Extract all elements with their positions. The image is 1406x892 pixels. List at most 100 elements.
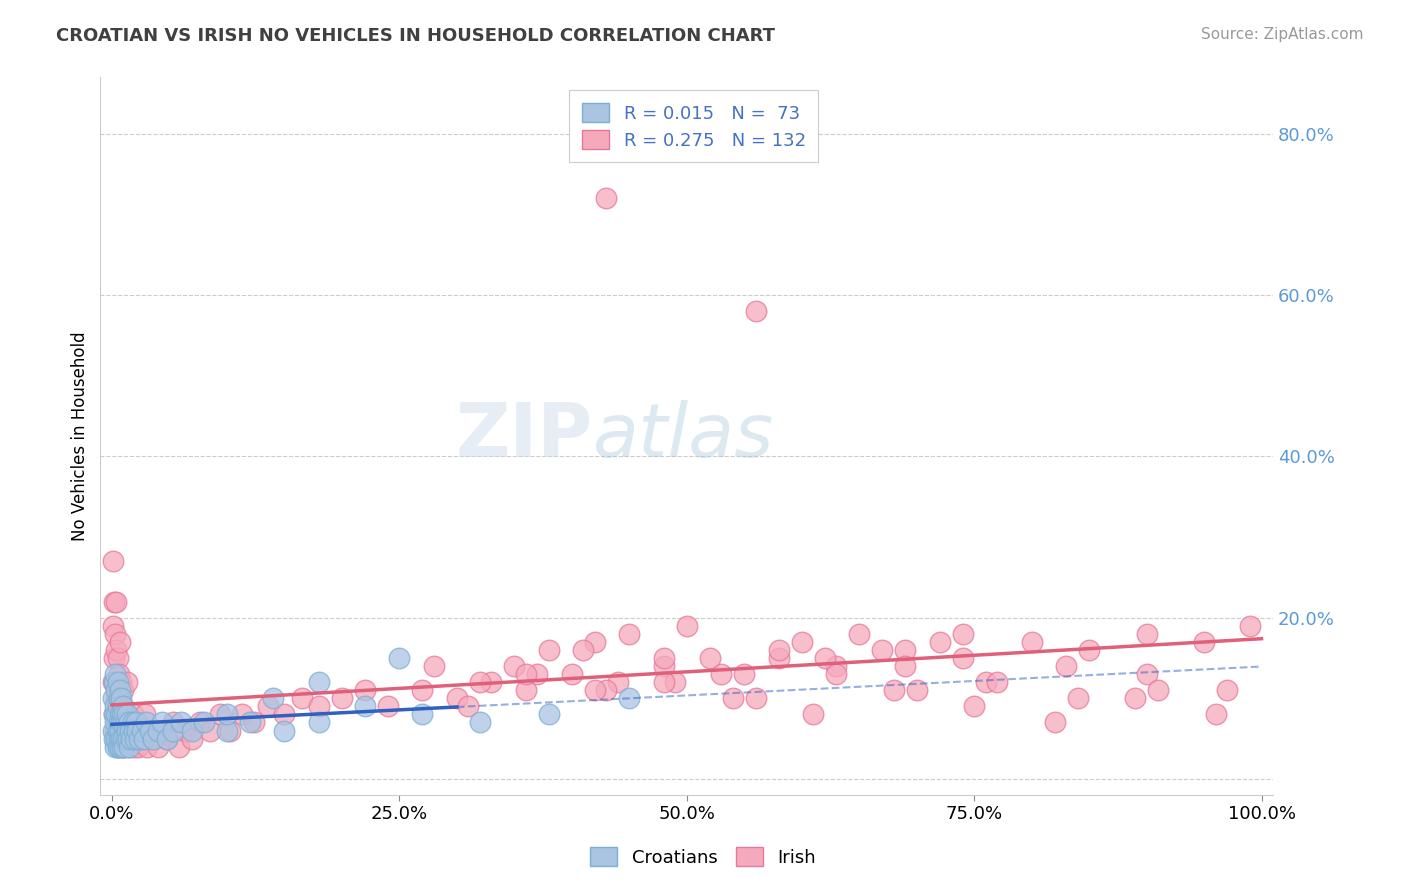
- Point: [107, 651, 129, 665]
- Point: [101, 723, 124, 738]
- Point: [139, 723, 162, 738]
- Point: [111, 707, 134, 722]
- Point: [129, 723, 152, 738]
- Point: [479, 675, 502, 690]
- Point: [120, 731, 142, 746]
- Point: [108, 683, 131, 698]
- Point: [103, 707, 125, 722]
- Point: [411, 683, 433, 698]
- Point: [1054, 659, 1077, 673]
- Point: [273, 707, 295, 722]
- Point: [135, 715, 157, 730]
- Point: [146, 723, 169, 738]
- Point: [595, 683, 617, 698]
- Point: [308, 715, 330, 730]
- Point: [733, 667, 755, 681]
- Point: [928, 635, 950, 649]
- Point: [208, 707, 231, 722]
- Point: [583, 635, 606, 649]
- Point: [132, 731, 155, 746]
- Point: [111, 739, 134, 754]
- Point: [1192, 635, 1215, 649]
- Point: [162, 715, 184, 730]
- Point: [103, 651, 125, 665]
- Point: [986, 675, 1008, 690]
- Point: [118, 715, 141, 730]
- Point: [115, 723, 138, 738]
- Point: [457, 699, 479, 714]
- Point: [105, 707, 128, 722]
- Point: [114, 707, 136, 722]
- Point: [699, 651, 721, 665]
- Point: [107, 699, 129, 714]
- Point: [112, 715, 135, 730]
- Point: [131, 723, 153, 738]
- Point: [120, 731, 142, 746]
- Point: [101, 554, 124, 568]
- Point: [215, 723, 238, 738]
- Text: CROATIAN VS IRISH NO VEHICLES IN HOUSEHOLD CORRELATION CHART: CROATIAN VS IRISH NO VEHICLES IN HOUSEHO…: [56, 27, 775, 45]
- Point: [156, 731, 179, 746]
- Point: [606, 675, 628, 690]
- Point: [128, 731, 150, 746]
- Point: [262, 691, 284, 706]
- Point: [114, 731, 136, 746]
- Point: [1147, 683, 1170, 698]
- Point: [101, 618, 124, 632]
- Point: [122, 723, 145, 738]
- Point: [583, 683, 606, 698]
- Point: [446, 691, 468, 706]
- Point: [110, 691, 132, 706]
- Point: [111, 739, 134, 754]
- Point: [108, 691, 131, 706]
- Point: [105, 731, 128, 746]
- Point: [110, 723, 132, 738]
- Point: [112, 731, 135, 746]
- Point: [114, 739, 136, 754]
- Point: [377, 699, 399, 714]
- Point: [108, 739, 131, 754]
- Point: [1066, 691, 1088, 706]
- Point: [894, 643, 917, 657]
- Point: [115, 715, 138, 730]
- Point: [132, 731, 155, 746]
- Point: [114, 715, 136, 730]
- Point: [652, 659, 675, 673]
- Point: [526, 667, 548, 681]
- Point: [105, 691, 128, 706]
- Point: [768, 643, 790, 657]
- Point: [111, 699, 134, 714]
- Point: [104, 699, 127, 714]
- Point: [664, 675, 686, 690]
- Point: [257, 699, 280, 714]
- Point: [104, 723, 127, 738]
- Point: [105, 643, 128, 657]
- Point: [108, 635, 131, 649]
- Point: [1239, 618, 1261, 632]
- Text: ZIP: ZIP: [456, 400, 593, 473]
- Point: [124, 723, 146, 738]
- Point: [1135, 627, 1157, 641]
- Point: [107, 699, 129, 714]
- Point: [103, 707, 125, 722]
- Point: [848, 627, 870, 641]
- Point: [115, 675, 138, 690]
- Point: [308, 699, 330, 714]
- Point: [790, 635, 813, 649]
- Point: [107, 675, 129, 690]
- Point: [174, 723, 197, 738]
- Point: [411, 707, 433, 722]
- Point: [127, 739, 149, 754]
- Point: [105, 594, 128, 608]
- Point: [139, 723, 162, 738]
- Point: [142, 731, 165, 746]
- Point: [273, 723, 295, 738]
- Point: [744, 691, 766, 706]
- Legend: Croatians, Irish: Croatians, Irish: [583, 840, 823, 874]
- Point: [423, 659, 446, 673]
- Point: [120, 723, 142, 738]
- Point: [952, 651, 974, 665]
- Legend: R = 0.015   N =  73, R = 0.275   N = 132: R = 0.015 N = 73, R = 0.275 N = 132: [569, 90, 818, 162]
- Point: [537, 643, 560, 657]
- Point: [503, 659, 526, 673]
